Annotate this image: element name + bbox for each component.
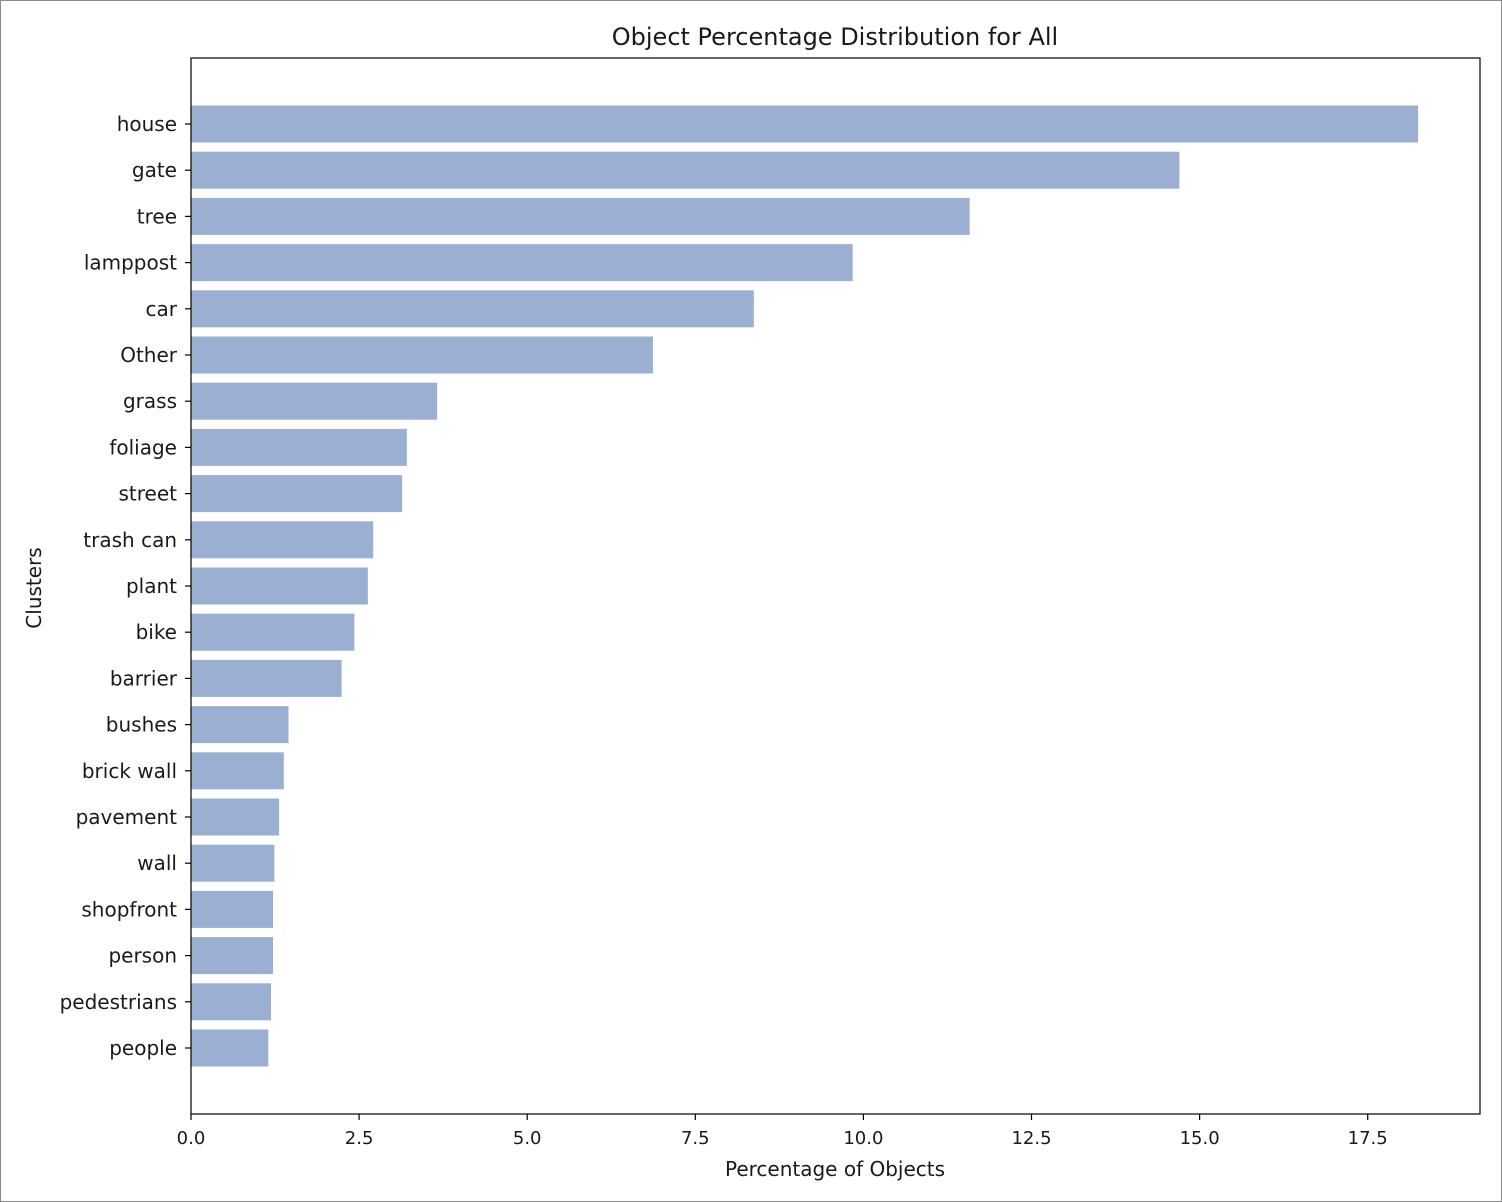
bar-other bbox=[191, 336, 653, 374]
y-axis-label: Clusters bbox=[22, 547, 46, 628]
x-tick-label: 17.5 bbox=[1348, 1128, 1388, 1149]
y-axis: house gate tree lamppost car Other grass foliag… bbox=[60, 112, 191, 1060]
bar-bike bbox=[191, 613, 355, 651]
y-tick-label: pedestrians bbox=[60, 990, 177, 1014]
x-axis-label: Percentage of Objects bbox=[725, 1157, 945, 1181]
y-tick-label: wall bbox=[137, 851, 177, 875]
bars-layer bbox=[191, 105, 1419, 1067]
bar-shopfront bbox=[191, 890, 274, 928]
bar-barrier bbox=[191, 659, 342, 697]
bar-house bbox=[191, 105, 1419, 143]
bar-trash-can bbox=[191, 521, 374, 559]
y-tick-label: trash can bbox=[83, 528, 177, 552]
y-tick-label: gate bbox=[132, 158, 177, 182]
bar-car bbox=[191, 290, 754, 328]
bar-pedestrians bbox=[191, 983, 272, 1021]
y-tick-label: street bbox=[119, 482, 178, 506]
bar-foliage bbox=[191, 428, 407, 466]
y-tick-label: tree bbox=[137, 204, 177, 228]
chart-title: Object Percentage Distribution for All bbox=[612, 23, 1058, 51]
y-tick-label: barrier bbox=[110, 666, 178, 690]
x-tick-label: 7.5 bbox=[681, 1128, 710, 1149]
bar-pavement bbox=[191, 798, 280, 836]
y-tick-label: pavement bbox=[76, 805, 178, 829]
bar-tree bbox=[191, 197, 970, 235]
y-tick-label: house bbox=[117, 112, 177, 136]
y-tick-label: foliage bbox=[109, 435, 177, 459]
y-tick-label: brick wall bbox=[82, 759, 177, 783]
bar-people bbox=[191, 1029, 269, 1067]
bar-gate bbox=[191, 151, 1180, 189]
y-tick-label: car bbox=[146, 297, 178, 321]
y-tick-label: grass bbox=[123, 389, 177, 413]
plot-area-frame bbox=[190, 57, 1481, 1115]
bar-plant bbox=[191, 567, 368, 605]
x-tick-label: 0.0 bbox=[177, 1128, 206, 1149]
bar-street bbox=[191, 475, 403, 513]
x-tick-label: 2.5 bbox=[345, 1128, 374, 1149]
bar-wall bbox=[191, 844, 275, 882]
x-axis: 0.0 2.5 5.0 7.5 10.0 12.5 15.0 17.5 bbox=[177, 1114, 1388, 1149]
y-tick-label: bike bbox=[136, 620, 177, 644]
bar-person bbox=[191, 937, 274, 975]
y-tick-label: bushes bbox=[106, 713, 177, 737]
y-tick-label: Other bbox=[120, 343, 178, 367]
bar-lamppost bbox=[191, 244, 853, 282]
y-tick-label: person bbox=[108, 944, 177, 968]
x-tick-label: 15.0 bbox=[1180, 1128, 1220, 1149]
x-tick-label: 12.5 bbox=[1011, 1128, 1051, 1149]
y-tick-label: plant bbox=[126, 574, 177, 598]
bar-bushes bbox=[191, 706, 289, 744]
bar-grass bbox=[191, 382, 438, 420]
y-tick-label: shopfront bbox=[81, 897, 177, 921]
bar-brick-wall bbox=[191, 752, 284, 790]
y-tick-label: people bbox=[109, 1036, 177, 1060]
x-tick-label: 10.0 bbox=[843, 1128, 883, 1149]
y-tick-label: lamppost bbox=[84, 251, 177, 275]
x-tick-label: 5.0 bbox=[513, 1128, 542, 1149]
